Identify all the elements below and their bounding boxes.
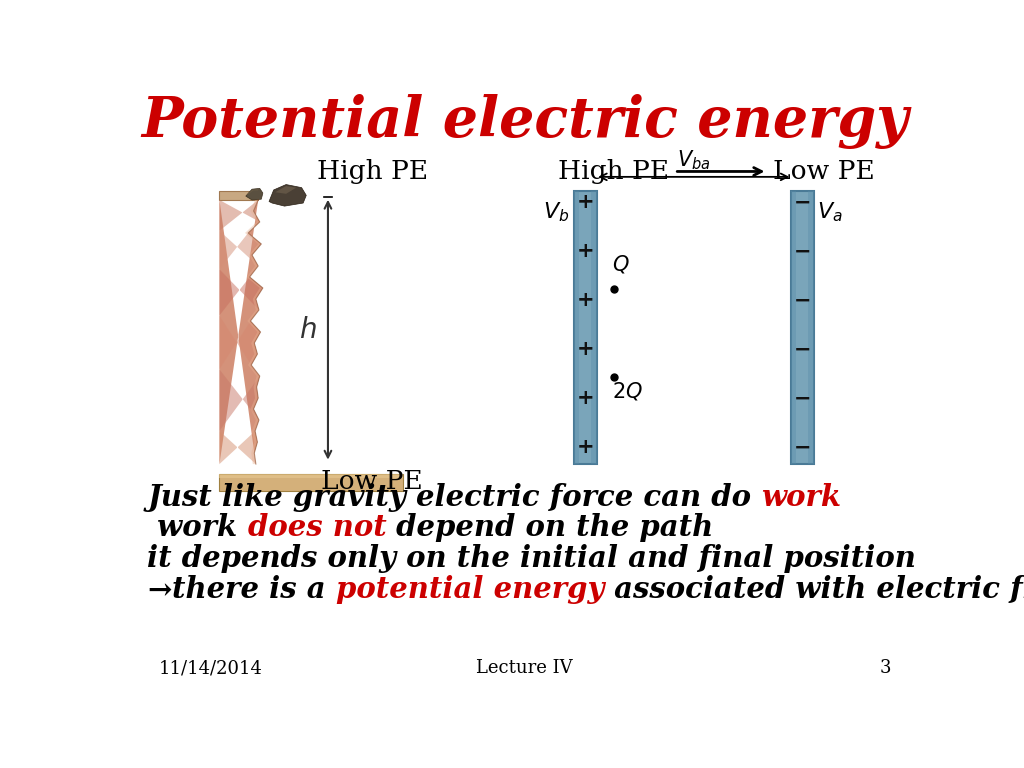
Text: Low PE: Low PE xyxy=(322,469,423,495)
Text: $V_b$: $V_b$ xyxy=(544,200,569,223)
Bar xyxy=(573,190,597,464)
Polygon shape xyxy=(275,186,296,194)
Text: it depends only on the initial and final position: it depends only on the initial and final… xyxy=(147,545,916,573)
Text: $2Q$: $2Q$ xyxy=(612,379,643,402)
Text: associated with electric field.: associated with electric field. xyxy=(604,575,1024,604)
Text: $Q$: $Q$ xyxy=(612,253,630,275)
Bar xyxy=(219,474,403,478)
Bar xyxy=(219,190,258,200)
Polygon shape xyxy=(219,200,260,230)
Polygon shape xyxy=(219,431,257,464)
Text: +: + xyxy=(577,290,594,310)
Bar xyxy=(791,190,797,464)
Text: work: work xyxy=(762,482,842,511)
Text: −: − xyxy=(794,388,811,408)
Text: Potential electric energy: Potential electric energy xyxy=(141,94,908,149)
Text: High PE: High PE xyxy=(316,159,428,184)
Text: 11/14/2014: 11/14/2014 xyxy=(159,659,263,677)
Text: High PE: High PE xyxy=(558,159,670,184)
Text: does not: does not xyxy=(248,514,386,542)
Text: −: − xyxy=(794,290,811,310)
Text: 3: 3 xyxy=(880,659,891,677)
Polygon shape xyxy=(245,200,263,464)
Polygon shape xyxy=(219,316,260,369)
Text: +: + xyxy=(577,192,594,212)
Polygon shape xyxy=(219,230,261,270)
Bar xyxy=(573,190,580,464)
Text: potential energy: potential energy xyxy=(336,575,604,604)
Text: depend on the path: depend on the path xyxy=(386,514,714,542)
Text: Low PE: Low PE xyxy=(773,159,874,184)
Text: +: + xyxy=(577,339,594,359)
Text: →: → xyxy=(147,575,172,604)
Bar xyxy=(808,190,814,464)
Text: Lecture IV: Lecture IV xyxy=(476,659,573,677)
Polygon shape xyxy=(219,270,263,316)
Polygon shape xyxy=(269,184,306,206)
Text: Just like gravity electric force can do: Just like gravity electric force can do xyxy=(147,482,762,511)
Text: $V_{ba}$: $V_{ba}$ xyxy=(677,149,711,172)
Polygon shape xyxy=(246,188,263,200)
Polygon shape xyxy=(219,369,260,431)
Text: −: − xyxy=(794,192,811,212)
Text: −: − xyxy=(794,241,811,261)
Bar xyxy=(791,190,814,464)
Bar xyxy=(591,190,597,464)
Text: $V_a$: $V_a$ xyxy=(817,200,843,223)
Polygon shape xyxy=(219,200,263,464)
Text: +: + xyxy=(577,437,594,457)
Text: +: + xyxy=(577,388,594,408)
Text: $h$: $h$ xyxy=(299,316,317,344)
Text: −: − xyxy=(794,437,811,457)
Text: +: + xyxy=(577,241,594,261)
Text: work: work xyxy=(147,514,248,542)
Text: −: − xyxy=(794,339,811,359)
Text: there is a: there is a xyxy=(172,575,336,604)
Polygon shape xyxy=(219,474,403,491)
